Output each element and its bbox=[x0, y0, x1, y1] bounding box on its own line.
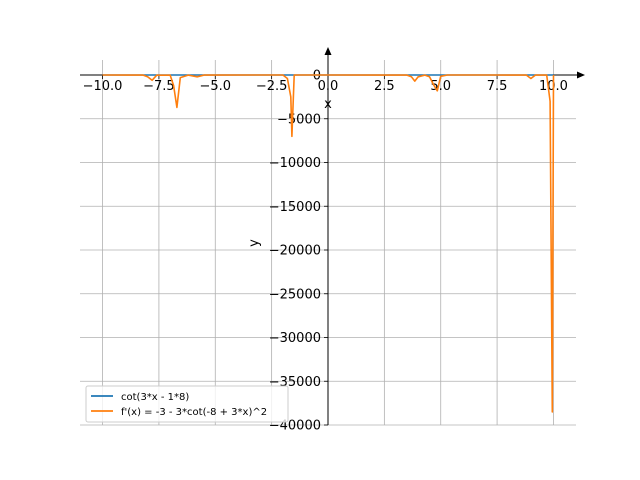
y-tick-label: −15000 bbox=[269, 200, 321, 215]
y-tick-label: −25000 bbox=[269, 287, 321, 302]
y-tick-label: −10000 bbox=[269, 156, 321, 171]
axes bbox=[80, 47, 585, 425]
x-tick-label: 0.0 bbox=[318, 79, 339, 94]
x-tick-label: −10.0 bbox=[83, 79, 123, 94]
y-tick-label: −30000 bbox=[269, 331, 321, 346]
y-tick-label: −20000 bbox=[269, 244, 321, 259]
y-tick-label: −5000 bbox=[277, 112, 321, 127]
legend-label-1: f'(x) = -3 - 3*cot(-8 + 3*x)^2 bbox=[121, 407, 267, 418]
x-axis-arrow-icon bbox=[577, 71, 585, 79]
y-axis-label: y bbox=[247, 239, 262, 247]
x-tick-label: 7.5 bbox=[487, 79, 508, 94]
x-tick-label: −2.5 bbox=[256, 79, 288, 94]
y-tick-label: 0 bbox=[313, 69, 321, 84]
legend: cot(3*x - 1*8) f'(x) = -3 - 3*cot(-8 + 3… bbox=[85, 385, 289, 423]
legend-label-0: cot(3*x - 1*8) bbox=[121, 392, 189, 403]
x-ticks: −10.0 −7.5 −5.0 −2.5 0.0 2.5 5.0 7.5 10.0 bbox=[83, 75, 568, 94]
x-tick-label: 2.5 bbox=[374, 79, 395, 94]
legend-box bbox=[85, 385, 289, 423]
x-tick-label: 5.0 bbox=[430, 79, 451, 94]
x-tick-label: −7.5 bbox=[143, 79, 175, 94]
series-lines bbox=[102, 74, 555, 413]
y-axis-arrow-icon bbox=[324, 47, 332, 55]
y-ticks: 0−5000−10000−15000−20000−25000−30000−350… bbox=[269, 69, 328, 434]
series-line-1 bbox=[102, 74, 555, 413]
x-axis-label: x bbox=[324, 97, 332, 112]
x-tick-label: −5.0 bbox=[199, 79, 231, 94]
